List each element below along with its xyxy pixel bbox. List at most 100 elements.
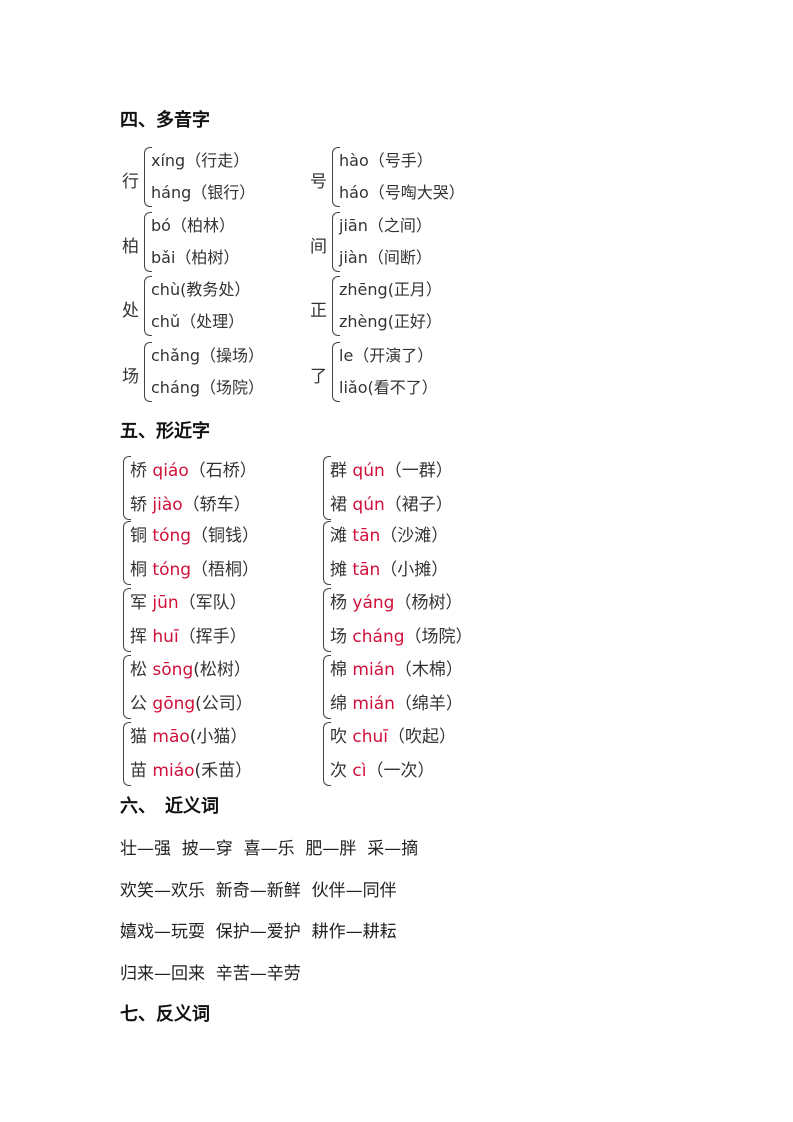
similar-char-entry: 场 cháng（场院）	[330, 622, 473, 647]
example-word: （场院）	[200, 378, 265, 397]
char: 桥	[130, 461, 147, 481]
polyphone-reading: jiān（之间）	[339, 212, 432, 236]
similar-char-entry: 猫 māo(小猫）	[130, 722, 247, 747]
char: 裙	[330, 495, 347, 515]
brace-icon	[323, 655, 331, 719]
pinyin: cì	[352, 761, 367, 781]
example-word: （裙子）	[384, 495, 453, 515]
example-word: （银行）	[191, 183, 256, 202]
polyphone-reading: bó（柏林）	[151, 212, 235, 236]
pinyin: yáng	[352, 593, 395, 613]
pinyin: jiào	[152, 495, 183, 515]
pinyin: jiān	[339, 216, 368, 235]
pinyin: qún	[352, 495, 385, 515]
pinyin: bó	[151, 216, 171, 235]
brace-icon	[332, 212, 340, 272]
polyphone-reading: jiàn（间断）	[339, 244, 432, 268]
pinyin: mián	[352, 660, 395, 680]
synonym-line: 欢笑—欢乐 新奇—新鲜 伙伴—同伴	[120, 881, 397, 901]
example-word: （杨树）	[394, 593, 463, 613]
pinyin: jiàn	[339, 248, 368, 267]
char: 摊	[330, 560, 347, 580]
char: 松	[130, 660, 147, 680]
pinyin: qiáo	[152, 461, 189, 481]
similar-char-entry: 军 jūn（军队）	[130, 588, 247, 613]
brace-icon	[323, 588, 331, 652]
pinyin: chù	[151, 280, 181, 299]
example-word: （梧桐）	[191, 560, 260, 580]
pinyin: chǔ	[151, 312, 181, 331]
char: 挥	[130, 627, 147, 647]
example-word: （绵羊）	[394, 694, 463, 714]
similar-char-entry: 群 qún（一群）	[330, 456, 453, 481]
example-word: （一次）	[366, 761, 435, 781]
example-word: （吹起）	[388, 727, 457, 747]
pinyin: xíng	[151, 151, 186, 170]
similar-char-entry: 滩 tān（沙滩）	[330, 521, 448, 546]
brace-icon	[123, 521, 131, 585]
polyphone-reading: zhēng(正月）	[339, 276, 442, 300]
similar-char-entry: 公 gōng(公司）	[130, 689, 253, 714]
brace-icon	[144, 276, 152, 336]
similar-char-entry: 挥 huī（挥手）	[130, 622, 247, 647]
pinyin: bǎi	[151, 248, 176, 267]
pinyin: chǎng	[151, 346, 201, 365]
polyphone-reading: bǎi（柏树）	[151, 244, 239, 268]
similar-char-entry: 次 cì（一次）	[330, 756, 434, 781]
pinyin: cháng	[352, 627, 405, 647]
brace-icon	[123, 456, 131, 520]
brace-icon	[323, 456, 331, 520]
pinyin: tóng	[152, 526, 192, 546]
pinyin: miáo	[152, 761, 195, 781]
similar-char-entry: 裙 qún（裙子）	[330, 490, 453, 515]
similar-char-entry: 吹 chuī（吹起）	[330, 722, 456, 747]
char: 场	[330, 627, 347, 647]
pinyin: háng	[151, 183, 192, 202]
example-word: （号手）	[368, 151, 433, 170]
polyphone-reading: háo（号啕大哭）	[339, 179, 465, 203]
pinyin: mián	[352, 694, 395, 714]
brace-icon	[123, 588, 131, 652]
pinyin: sōng	[152, 660, 194, 680]
section-heading-synonyms: 六、 近义词	[120, 796, 219, 817]
similar-char-entry: 摊 tān（小摊）	[330, 555, 448, 580]
polyphone-char: 了	[310, 367, 327, 387]
pinyin: zhèng	[339, 312, 388, 331]
polyphone-reading: cháng（场院）	[151, 374, 264, 398]
synonym-line: 壮—强 披—穿 喜—乐 肥—胖 采—摘	[120, 839, 419, 859]
similar-char-entry: 桐 tóng（梧桐）	[130, 555, 259, 580]
similar-char-entry: 杨 yáng（杨树）	[330, 588, 462, 613]
polyphone-reading: háng（银行）	[151, 179, 255, 203]
example-word: （小摊）	[380, 560, 449, 580]
pinyin: cháng	[151, 378, 201, 397]
pinyin: tān	[352, 560, 381, 580]
example-word: (松树）	[193, 660, 251, 680]
brace-icon	[332, 342, 340, 402]
polyphone-reading: le（开演了）	[339, 342, 433, 366]
char: 群	[330, 461, 347, 481]
example-word: （铜钱）	[191, 526, 260, 546]
brace-icon	[323, 722, 331, 786]
example-word: (看不了）	[367, 378, 438, 397]
polyphone-char: 行	[122, 172, 139, 192]
polyphone-char: 正	[310, 301, 327, 321]
pinyin: tóng	[152, 560, 192, 580]
polyphone-char: 柏	[122, 237, 139, 257]
example-word: （之间）	[367, 216, 432, 235]
brace-icon	[144, 342, 152, 402]
char: 公	[130, 694, 147, 714]
example-word: （开演了）	[353, 346, 434, 365]
char: 杨	[330, 593, 347, 613]
example-word: （处理）	[180, 312, 245, 331]
brace-icon	[144, 212, 152, 272]
example-word: （号啕大哭）	[368, 183, 465, 202]
example-word: （木棉）	[394, 660, 463, 680]
example-word: (教务处）	[180, 280, 251, 299]
example-word: （行走）	[185, 151, 250, 170]
polyphone-reading: xíng（行走）	[151, 147, 249, 171]
char: 猫	[130, 727, 147, 747]
brace-icon	[332, 147, 340, 207]
example-word: （轿车）	[182, 495, 251, 515]
polyphone-reading: chǔ（处理）	[151, 308, 244, 332]
polyphone-reading: chǎng（操场）	[151, 342, 264, 366]
